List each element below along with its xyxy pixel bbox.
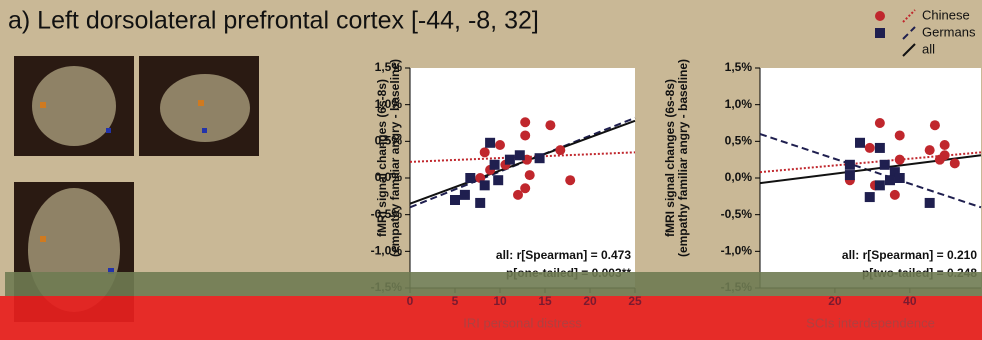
point	[520, 183, 530, 193]
point	[480, 147, 490, 157]
point	[535, 153, 545, 163]
point	[865, 192, 875, 202]
point	[875, 118, 885, 128]
point	[925, 145, 935, 155]
point	[950, 158, 960, 168]
y-axis-label: (empathy familiar angry - baseline)	[388, 59, 402, 257]
point	[925, 198, 935, 208]
point	[935, 155, 945, 165]
point	[450, 195, 460, 205]
y-tick-label: -0,5%	[721, 207, 753, 221]
x-tick-label: 15	[538, 294, 552, 308]
point	[520, 130, 530, 140]
point	[485, 138, 495, 148]
legend-label: Chinese	[922, 7, 970, 22]
point	[565, 175, 575, 185]
point	[460, 190, 470, 200]
x-tick-label: 20	[583, 294, 597, 308]
x-tick-label: 20	[828, 294, 842, 308]
point	[555, 145, 565, 155]
point	[895, 155, 905, 165]
point	[525, 170, 535, 180]
point	[545, 120, 555, 130]
point	[845, 160, 855, 170]
scatter-panel: -1,5%-1,0%-0,5%0,0%0,5%1,0%1,5%fMRI sign…	[371, 59, 635, 294]
point	[515, 150, 525, 160]
point	[865, 143, 875, 153]
point	[875, 180, 885, 190]
point	[880, 160, 890, 170]
y-tick-label: 1,0%	[725, 97, 753, 111]
legend-label: Germans	[922, 24, 976, 39]
point	[520, 117, 530, 127]
y-tick-label: 0,5%	[725, 134, 753, 148]
y-axis-label: (empathy familiar angry - baseline)	[676, 59, 690, 257]
y-axis-label: fMRI signal changes (6s-8s)	[375, 79, 389, 237]
activation	[106, 128, 111, 133]
figure: a) Left dorsolateral prefrontal cortex […	[0, 0, 982, 340]
legend-marker	[875, 28, 885, 38]
point	[495, 140, 505, 150]
x-tick-label: 5	[452, 294, 459, 308]
point	[493, 175, 503, 185]
x-tick-label: 25	[628, 294, 642, 308]
y-tick-label: -1,0%	[721, 244, 753, 258]
point	[855, 138, 865, 148]
point	[875, 143, 885, 153]
point	[505, 155, 515, 165]
point	[885, 175, 895, 185]
point	[890, 190, 900, 200]
point	[895, 173, 905, 183]
annotation: all: r[Spearman] = 0.473	[496, 248, 631, 262]
y-axis-label: fMRI signal changes (6s-8s)	[663, 79, 677, 237]
figure-title: a) Left dorsolateral prefrontal cortex […	[8, 7, 539, 35]
legend-marker	[875, 11, 885, 21]
x-tick-label: 10	[493, 294, 507, 308]
x-axis-label: IRI personal distress	[463, 315, 582, 330]
overlay-band	[5, 272, 982, 296]
legend-label: all	[922, 41, 935, 56]
point	[480, 180, 490, 190]
point	[930, 120, 940, 130]
point	[940, 140, 950, 150]
activation	[40, 236, 46, 242]
point	[490, 160, 500, 170]
x-axis-label: SCIs interdependence	[806, 315, 935, 330]
point	[895, 130, 905, 140]
point	[475, 198, 485, 208]
y-tick-label: 1,5%	[725, 60, 753, 74]
y-tick-label: 0,0%	[725, 170, 753, 184]
x-tick-label: 40	[903, 294, 917, 308]
activation	[202, 128, 207, 133]
activation	[40, 102, 46, 108]
activation	[198, 100, 204, 106]
point	[465, 173, 475, 183]
point	[845, 170, 855, 180]
annotation: all: r[Spearman] = 0.210	[842, 248, 977, 262]
x-tick-label: 0	[407, 294, 414, 308]
